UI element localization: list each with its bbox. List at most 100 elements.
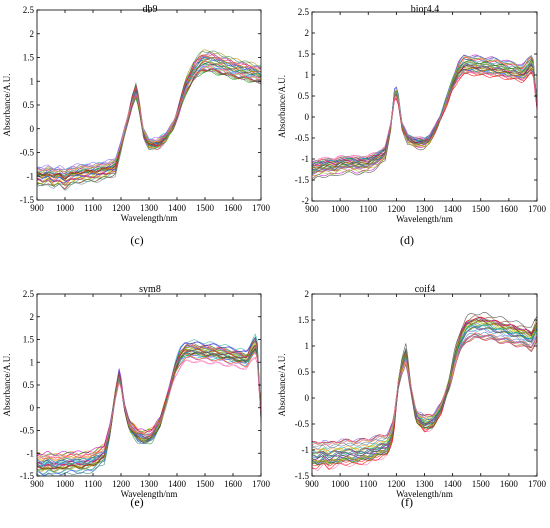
x-tick-label: 1000 <box>56 203 75 213</box>
series-line <box>36 69 262 177</box>
plot-frame <box>311 11 538 202</box>
series-line <box>311 325 538 454</box>
series-line <box>311 334 538 444</box>
x-tick-label: 1300 <box>140 203 159 213</box>
y-tick-label: 0.5 <box>298 367 310 377</box>
x-axis-label: Wavelength/nm <box>396 214 453 224</box>
y-tick-label: -1 <box>302 154 310 164</box>
series-line <box>311 326 538 459</box>
series-line <box>36 337 262 473</box>
series-line <box>311 332 538 446</box>
series-line <box>311 68 538 170</box>
x-axis-label: Wavelength/nm <box>396 489 453 499</box>
series-line <box>36 344 262 463</box>
series-line <box>311 322 538 465</box>
x-tick-label: 1700 <box>528 204 547 214</box>
series-line <box>311 318 538 466</box>
series-line <box>36 61 262 177</box>
series-line <box>311 64 538 171</box>
series-line <box>311 67 538 167</box>
x-tick-label: 1000 <box>331 479 350 489</box>
y-axis-label: Absorbance/A.U. <box>277 354 287 417</box>
series-line <box>36 61 262 179</box>
series-line <box>36 342 262 462</box>
x-tick-label: 900 <box>305 204 319 214</box>
x-tick-label: 900 <box>30 479 44 489</box>
series-line <box>311 317 538 471</box>
y-tick-label: 0.5 <box>23 100 35 110</box>
y-tick-label: 1 <box>30 357 35 367</box>
x-axis-label: Wavelength/nm <box>121 489 178 499</box>
series-line <box>311 324 538 465</box>
series-line <box>36 68 262 179</box>
series-line <box>311 319 538 463</box>
x-tick-label: 1000 <box>56 479 75 489</box>
caption-e: (e) <box>130 495 144 509</box>
chart-f-svg: coif4 900 1000 1100 1200 1300 1400 1500 1600 1700… <box>277 284 547 499</box>
y-tick-label: 1 <box>305 70 310 80</box>
x-tick-label: 1700 <box>252 479 271 489</box>
x-tick-label: 1200 <box>387 204 406 214</box>
series-line <box>311 61 538 171</box>
series-line <box>36 61 262 175</box>
series-line <box>36 65 262 173</box>
series-line <box>36 57 262 181</box>
series-line <box>36 340 262 469</box>
y-tick-label: 0 <box>305 112 310 122</box>
chart-title: sym8 <box>139 284 161 295</box>
series-line <box>311 70 538 164</box>
series-line <box>36 357 262 458</box>
series-line <box>36 64 262 175</box>
series-line <box>36 341 262 472</box>
chart-panel-c: db9 900 1000 1100 1200 1300 1400 1500 1600 1700 -1… <box>0 0 275 264</box>
y-tick-label: 1.5 <box>23 335 35 345</box>
y-tick-label: 2.5 <box>23 289 35 299</box>
series-line <box>311 316 538 470</box>
series-line <box>311 70 538 163</box>
series-line <box>311 62 538 167</box>
series-line <box>36 56 262 188</box>
x-tick-label: 1400 <box>168 203 187 213</box>
x-tick-label: 900 <box>305 479 319 489</box>
y-tick-label: -2 <box>302 196 310 206</box>
y-tick-label: 2 <box>305 289 310 299</box>
series-line <box>36 62 262 180</box>
series-line <box>311 311 538 463</box>
y-tick-label: -1 <box>302 445 310 455</box>
series-line <box>311 333 538 444</box>
series-line <box>311 327 538 458</box>
series-line <box>36 352 262 456</box>
x-tick-label: 1500 <box>196 479 215 489</box>
x-tick-label: 1600 <box>224 203 243 213</box>
y-tick-label: -0.5 <box>20 148 35 158</box>
y-tick-label: 1 <box>305 341 310 351</box>
x-tick-label: 1300 <box>140 479 159 489</box>
series-line <box>311 323 538 466</box>
chart-title: bior4.4 <box>411 4 440 15</box>
y-tick-label: 2 <box>305 28 310 38</box>
y-tick-label: -1.5 <box>295 471 310 481</box>
x-tick-label: 1500 <box>472 204 491 214</box>
series-line <box>36 344 262 470</box>
series-group <box>36 49 262 191</box>
caption-c: (c) <box>130 233 144 247</box>
chart-e-svg: sym8 900 1000 1100 1200 1300 1400 1500 1600 1700 -… <box>2 284 271 499</box>
series-line <box>311 72 538 165</box>
series-line <box>36 350 262 466</box>
series-line <box>36 351 262 461</box>
series-line <box>36 345 262 465</box>
x-tick-label: 1500 <box>196 203 215 213</box>
y-tick-label: -1.5 <box>20 471 35 481</box>
y-tick-label: -0.5 <box>295 419 310 429</box>
series-line <box>36 344 262 464</box>
series-line <box>36 50 262 190</box>
x-tick-label: 1400 <box>444 204 463 214</box>
x-tick-label: 1000 <box>331 204 350 214</box>
x-tick-label: 1200 <box>387 479 406 489</box>
series-line <box>36 68 262 177</box>
y-tick-label: 0.5 <box>23 380 35 390</box>
x-tick-label: 1700 <box>252 203 271 213</box>
series-line <box>36 59 262 185</box>
chart-d-svg: bior4.4 900 1000 1100 1200 1300 1400 1500 1600 17… <box>277 4 547 224</box>
series-line <box>311 332 538 451</box>
